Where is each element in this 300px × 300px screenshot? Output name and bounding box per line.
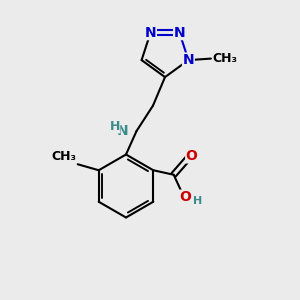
Text: O: O: [180, 190, 192, 204]
Text: N: N: [174, 26, 185, 40]
Text: N: N: [117, 124, 129, 138]
Text: N: N: [183, 53, 194, 67]
Text: N: N: [145, 26, 156, 40]
Text: O: O: [186, 149, 198, 163]
Text: H: H: [193, 196, 202, 206]
Text: H: H: [110, 120, 120, 133]
Text: CH₃: CH₃: [51, 150, 76, 163]
Text: CH₃: CH₃: [212, 52, 237, 65]
